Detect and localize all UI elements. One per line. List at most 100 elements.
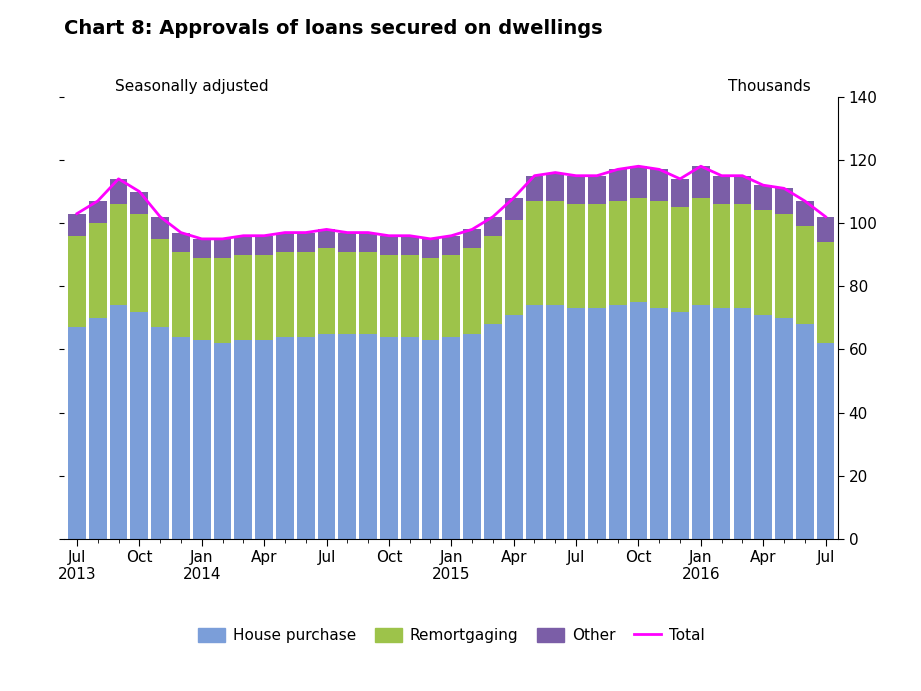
Bar [630, 198, 647, 302]
Bar [671, 207, 689, 312]
Bar [255, 255, 273, 340]
Bar [734, 204, 752, 308]
Bar [172, 252, 190, 337]
Bar [68, 236, 86, 328]
Bar [775, 214, 793, 318]
Bar [422, 340, 439, 539]
Bar [650, 201, 668, 308]
Bar [505, 198, 522, 220]
Bar [713, 204, 730, 308]
Bar [401, 255, 418, 337]
Bar [505, 314, 522, 539]
Bar [713, 308, 730, 539]
Bar [630, 167, 647, 198]
Bar [339, 233, 356, 252]
Bar [276, 337, 294, 539]
Bar [463, 334, 481, 539]
Bar [297, 233, 315, 252]
Bar [671, 179, 689, 207]
Bar [151, 217, 169, 239]
Bar [151, 328, 169, 539]
Bar [526, 305, 543, 539]
Bar [671, 312, 689, 539]
Bar [89, 201, 107, 223]
Bar [89, 318, 107, 539]
Bar [235, 236, 252, 255]
Bar [89, 223, 107, 318]
Bar [297, 337, 315, 539]
Bar [567, 176, 585, 204]
Bar [817, 343, 834, 539]
Bar [650, 308, 668, 539]
Bar [588, 204, 606, 308]
Bar [359, 233, 377, 252]
Bar [297, 252, 315, 337]
Bar [692, 198, 710, 305]
Bar [796, 226, 813, 324]
Bar [775, 189, 793, 214]
Bar [692, 305, 710, 539]
Bar [567, 204, 585, 308]
Bar [255, 340, 273, 539]
Bar [463, 248, 481, 334]
Bar [318, 248, 335, 334]
Bar [110, 179, 127, 204]
Bar [713, 176, 730, 204]
Bar [609, 305, 626, 539]
Bar [442, 337, 460, 539]
Bar [817, 217, 834, 242]
Bar [359, 334, 377, 539]
Bar [380, 337, 398, 539]
Bar [151, 239, 169, 328]
Bar [754, 314, 772, 539]
Bar [380, 236, 398, 255]
Bar [588, 176, 606, 204]
Bar [609, 201, 626, 305]
Bar [422, 239, 439, 258]
Bar [442, 255, 460, 337]
Bar [609, 169, 626, 201]
Bar [192, 258, 211, 340]
Bar [359, 252, 377, 334]
Bar [526, 176, 543, 201]
Bar [131, 214, 148, 312]
Legend: House purchase, Remortgaging, Other, Total: House purchase, Remortgaging, Other, Tot… [192, 622, 711, 649]
Bar [318, 334, 335, 539]
Bar [734, 308, 752, 539]
Bar [172, 233, 190, 252]
Bar [422, 258, 439, 340]
Bar [110, 204, 127, 305]
Bar [754, 185, 772, 211]
Bar [505, 220, 522, 314]
Bar [734, 176, 752, 204]
Bar [526, 201, 543, 305]
Bar [401, 236, 418, 255]
Bar [172, 337, 190, 539]
Bar [546, 305, 565, 539]
Bar [442, 236, 460, 255]
Bar [214, 239, 231, 258]
Bar [131, 312, 148, 539]
Bar [318, 229, 335, 248]
Bar [463, 229, 481, 248]
Bar [546, 173, 565, 201]
Bar [588, 308, 606, 539]
Bar [796, 324, 813, 539]
Bar [235, 255, 252, 340]
Bar [484, 217, 502, 236]
Bar [380, 255, 398, 337]
Bar [546, 201, 565, 305]
Bar [110, 305, 127, 539]
Bar [255, 236, 273, 255]
Text: Thousands: Thousands [728, 79, 810, 95]
Bar [692, 167, 710, 198]
Bar [68, 214, 86, 236]
Bar [775, 318, 793, 539]
Bar [401, 337, 418, 539]
Bar [754, 211, 772, 314]
Bar [567, 308, 585, 539]
Bar [192, 239, 211, 258]
Text: Chart 8: Approvals of loans secured on dwellings: Chart 8: Approvals of loans secured on d… [64, 19, 603, 38]
Bar [276, 233, 294, 252]
Bar [817, 242, 834, 343]
